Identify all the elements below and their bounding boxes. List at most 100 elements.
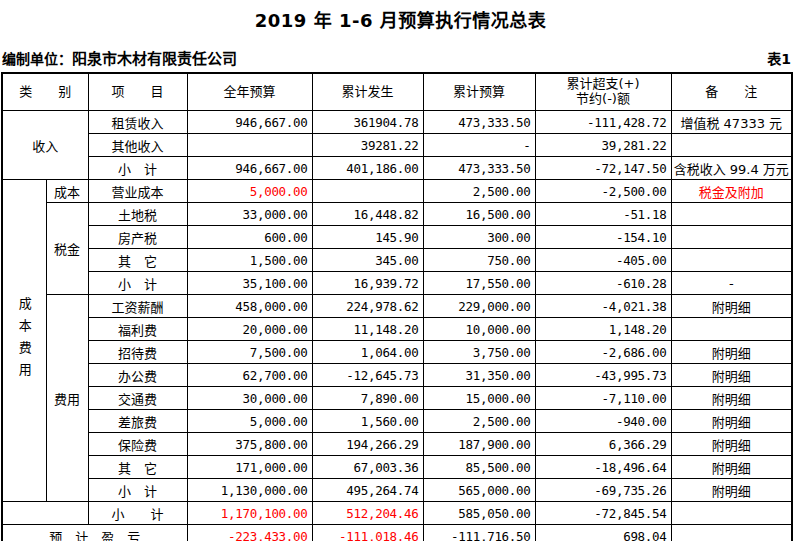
cell-remark: 附明细	[671, 456, 792, 479]
cell-annual: 946,667.00	[187, 111, 312, 134]
cell-budget: 473,333.50	[423, 111, 535, 134]
cell-item: 小 计	[88, 479, 187, 502]
cell-diff: -610.28	[535, 272, 671, 295]
cell-diff: -154.10	[535, 226, 671, 249]
category-cost-expense: 成本费用	[2, 180, 46, 502]
cell-remark: 附明细	[671, 341, 792, 364]
table-row: 小 计 1,130,000.00 495,264.74 565,000.00 -…	[2, 479, 792, 502]
table-row: 保险费 375,800.00 194,266.29 187,900.00 6,3…	[2, 433, 792, 456]
table-row: 收入 租赁收入 946,667.00 361904.78 473,333.50 …	[2, 111, 792, 134]
cell-diff: -4,021.38	[535, 295, 671, 318]
cell-annual: 20,000.00	[187, 318, 312, 341]
cell-item: 小 计	[88, 272, 187, 295]
cell-actual: -111,018.46	[312, 525, 423, 541]
cell-diff: -72,147.50	[535, 157, 671, 180]
cell-remark: 增值税 47333 元	[671, 111, 792, 134]
cell-remark	[671, 226, 792, 249]
cell-item: 福利费	[88, 318, 187, 341]
cell-item: 营业成本	[88, 180, 187, 203]
table-row: 差旅费 5,000.00 1,560.00 2,500.00 -940.00 附…	[2, 410, 792, 433]
cell-budget: 585,050.00	[423, 502, 535, 525]
cell-budget: -	[423, 134, 535, 157]
cell-item: 房产税	[88, 226, 187, 249]
cell-actual: 67,003.36	[312, 456, 423, 479]
table-row: 税金 土地税 33,000.00 16,448.82 16,500.00 -51…	[2, 203, 792, 226]
table-row-grand-subtotal: 小 计 1,170,100.00 512,204.46 585,050.00 -…	[2, 502, 792, 525]
table-row: 其 它 171,000.00 67,003.36 85,500.00 -18,4…	[2, 456, 792, 479]
cell-item: 其 它	[88, 249, 187, 272]
cell-actual: 11,148.20	[312, 318, 423, 341]
cell-actual: 7,890.00	[312, 387, 423, 410]
table-row: 费用 工资薪酬 458,000.00 224,978.62 229,000.00…	[2, 295, 792, 318]
table-row: 成本费用 成本 营业成本 5,000.00 2,500.00 -2,500.00…	[2, 180, 792, 203]
header-cumulative-budget: 累计预算	[423, 73, 535, 111]
cell-budget: 187,900.00	[423, 433, 535, 456]
cell-actual: 16,448.82	[312, 203, 423, 226]
cell-diff: -2,500.00	[535, 180, 671, 203]
cell-item: 预 计 盈 亏	[2, 525, 187, 541]
table-row: 其 它 1,500.00 345.00 750.00 -405.00	[2, 249, 792, 272]
cell-actual: 345.00	[312, 249, 423, 272]
header-item: 项 目	[88, 73, 187, 111]
cell-annual: 62,700.00	[187, 364, 312, 387]
cell-annual: 1,500.00	[187, 249, 312, 272]
cell-actual: -12,645.73	[312, 364, 423, 387]
cell-item: 工资薪酬	[88, 295, 187, 318]
header-remark: 备 注	[671, 73, 792, 111]
header-over-save: 累计超支(+) 节约(-)额	[535, 73, 671, 111]
cell-remark: 附明细	[671, 410, 792, 433]
cell-diff: -405.00	[535, 249, 671, 272]
cell-actual: 1,560.00	[312, 410, 423, 433]
cell-annual: 7,500.00	[187, 341, 312, 364]
cell-actual: 512,204.46	[312, 502, 423, 525]
cell-actual: 401,186.00	[312, 157, 423, 180]
table-row: 交通费 30,000.00 7,890.00 15,000.00 -7,110.…	[2, 387, 792, 410]
cell-annual: 946,667.00	[187, 157, 312, 180]
cell-budget: 300.00	[423, 226, 535, 249]
cell-diff: -7,110.00	[535, 387, 671, 410]
cell-remark: 附明细	[671, 479, 792, 502]
cell-budget: 16,500.00	[423, 203, 535, 226]
budget-table: 类 别 项 目 全年预算 累计发生 累计预算 累计超支(+) 节约(-)额 备 …	[1, 72, 793, 541]
cell-budget: 2,500.00	[423, 180, 535, 203]
cell-diff: -940.00	[535, 410, 671, 433]
prepared-by: 编制单位：阳泉市木材有限责任公司	[2, 47, 237, 68]
cell-annual: 171,000.00	[187, 456, 312, 479]
header-category: 类 别	[2, 73, 88, 111]
cell-budget: 2,500.00	[423, 410, 535, 433]
cell-diff: 1,148.20	[535, 318, 671, 341]
cell-remark	[671, 134, 792, 157]
cell-remark: 附明细	[671, 433, 792, 456]
cell-annual: -223,433.00	[187, 525, 312, 541]
cell-item: 小 计	[88, 157, 187, 180]
cell-diff: -111,428.72	[535, 111, 671, 134]
subcategory-expense: 费用	[46, 295, 88, 502]
cell-remark: 附明细	[671, 364, 792, 387]
table-row-profit-loss: 预 计 盈 亏 -223,433.00 -111,018.46 -111,716…	[2, 525, 792, 541]
cell-remark	[671, 525, 792, 541]
header-annual-budget: 全年预算	[187, 73, 312, 111]
cell-annual: 458,000.00	[187, 295, 312, 318]
cell-diff: 39,281.22	[535, 134, 671, 157]
table-row: 房产税 600.00 145.90 300.00 -154.10	[2, 226, 792, 249]
cell-actual: 361904.78	[312, 111, 423, 134]
cell-diff: -72,845.54	[535, 502, 671, 525]
table-row: 办公费 62,700.00 -12,645.73 31,350.00 -43,9…	[2, 364, 792, 387]
subtitle-row: 编制单位：阳泉市木材有限责任公司 表1	[2, 48, 791, 68]
cell-budget: 10,000.00	[423, 318, 535, 341]
cell-diff: 698.04	[535, 525, 671, 541]
cell-annual: 1,130,000.00	[187, 479, 312, 502]
cell-budget: 15,000.00	[423, 387, 535, 410]
cell-annual	[187, 134, 312, 157]
cell-actual: 224,978.62	[312, 295, 423, 318]
cell-annual: 1,170,100.00	[187, 502, 312, 525]
cell-item: 土地税	[88, 203, 187, 226]
cell-annual: 375,800.00	[187, 433, 312, 456]
cell-diff: -2,686.00	[535, 341, 671, 364]
cell-budget: 750.00	[423, 249, 535, 272]
cell-diff: -51.18	[535, 203, 671, 226]
cell-remark	[671, 249, 792, 272]
cell-actual: 39281.22	[312, 134, 423, 157]
cell-empty-category	[2, 502, 88, 525]
cell-budget: 85,500.00	[423, 456, 535, 479]
